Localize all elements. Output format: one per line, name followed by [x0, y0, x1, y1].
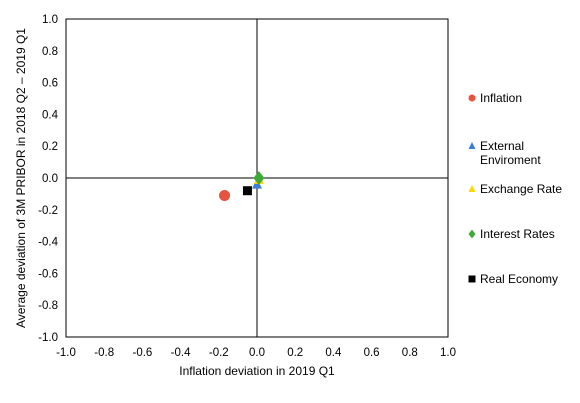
- y-tick-label: -1.0: [38, 332, 58, 344]
- y-tick-label: 0.0: [42, 173, 58, 185]
- data-point-inflation: [219, 189, 231, 201]
- legend-label-inflation: Inflation: [480, 91, 522, 105]
- legend-label-line: External: [480, 139, 524, 153]
- y-tick-label: 1.0: [42, 14, 58, 26]
- y-tick-label: -0.8: [38, 300, 58, 312]
- x-tick-label: -0.8: [94, 347, 114, 359]
- y-axis-title: Average deviation of 3M PRIBOR in 2018 Q…: [14, 28, 28, 328]
- x-tick-label: -1.0: [56, 347, 76, 359]
- y-tick-label: -0.2: [38, 205, 58, 217]
- x-tick-label: -0.6: [132, 347, 152, 359]
- x-tick-label: -0.2: [209, 347, 229, 359]
- y-tick-label: 0.2: [42, 141, 58, 153]
- x-tick-label: 0.2: [287, 347, 303, 359]
- legend-label-external-enviroment: External Enviroment: [480, 139, 541, 167]
- y-tick-label: 0.8: [42, 46, 58, 58]
- y-tick-label: 0.4: [42, 109, 59, 121]
- x-tick-label: 1.0: [440, 347, 456, 359]
- legend-marker-inflation: [468, 94, 476, 102]
- x-tick-label: 0.4: [325, 347, 342, 359]
- y-tick-label: -0.6: [38, 268, 58, 280]
- legend-marker-real-economy: [468, 275, 476, 283]
- data-points: [219, 171, 265, 201]
- legend-label-real-economy: Real Economy: [480, 272, 558, 286]
- data-point-real-economy: [242, 186, 252, 196]
- legend-label-interest-rates: Interest Rates: [480, 227, 555, 241]
- legend-label-exchange-rate: Exchange Rate: [480, 182, 562, 196]
- y-tick-label: -0.4: [38, 237, 58, 249]
- x-tick-label: 0.8: [402, 347, 418, 359]
- legend-marker-exchange-rate: [468, 184, 476, 192]
- legend: Inflation External Enviroment Exchange Rate…: [468, 91, 562, 286]
- legend-marker-external-enviroment: [468, 141, 476, 149]
- y-tick-label: 0.6: [42, 78, 58, 90]
- x-tick-label: 0.6: [364, 347, 380, 359]
- x-axis-title: Inflation deviation in 2019 Q1: [179, 364, 335, 378]
- x-tick-label: 0.0: [249, 347, 265, 359]
- data-point-interest-rates: [253, 171, 265, 185]
- y-tick-labels: 1.0 0.8 0.6 0.4 0.2 0.0 -0.2 -0.4 -0.6 -0.8 -1.0: [38, 14, 58, 344]
- x-tick-label: -0.4: [171, 347, 191, 359]
- x-tick-labels: -1.0 -0.8 -0.6 -0.4 -0.2 0.0 0.2 0.4 0.6 0.8 1.0: [56, 347, 456, 359]
- legend-marker-interest-rates: [468, 229, 476, 239]
- legend-label-line: Enviroment: [480, 153, 541, 167]
